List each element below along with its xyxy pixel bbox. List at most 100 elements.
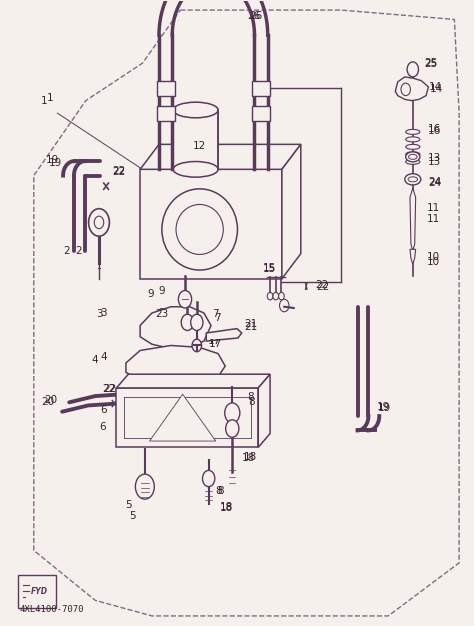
Polygon shape <box>258 374 270 448</box>
Text: 15: 15 <box>263 263 276 273</box>
Text: 24: 24 <box>428 178 441 188</box>
Text: 19: 19 <box>377 402 390 412</box>
Text: 9: 9 <box>148 289 155 299</box>
Circle shape <box>273 292 279 300</box>
Text: 22: 22 <box>103 384 116 394</box>
Text: 23: 23 <box>155 309 168 319</box>
Text: 21: 21 <box>245 319 258 329</box>
Text: 24: 24 <box>428 177 441 187</box>
Text: 25: 25 <box>424 58 438 68</box>
Text: 4XL4100-7070: 4XL4100-7070 <box>19 605 84 614</box>
Circle shape <box>136 474 155 499</box>
Text: 25: 25 <box>424 59 438 69</box>
Ellipse shape <box>162 189 237 270</box>
Circle shape <box>192 339 201 352</box>
Text: 4: 4 <box>92 355 99 365</box>
Text: 16: 16 <box>428 126 441 136</box>
Text: 17: 17 <box>209 339 222 349</box>
Text: 8: 8 <box>217 486 224 496</box>
Ellipse shape <box>406 160 420 165</box>
FancyBboxPatch shape <box>252 81 270 96</box>
Circle shape <box>407 62 419 77</box>
Text: 21: 21 <box>245 322 258 332</box>
FancyBboxPatch shape <box>173 110 218 170</box>
Text: 6: 6 <box>99 422 106 432</box>
Ellipse shape <box>406 145 420 150</box>
Text: 7: 7 <box>212 309 219 319</box>
Text: 10: 10 <box>427 252 440 262</box>
Ellipse shape <box>406 152 420 162</box>
Ellipse shape <box>173 162 218 177</box>
Circle shape <box>94 216 104 228</box>
FancyBboxPatch shape <box>156 81 174 96</box>
Polygon shape <box>282 145 301 279</box>
Text: 11: 11 <box>427 203 440 213</box>
Text: 8: 8 <box>247 393 254 403</box>
Circle shape <box>191 314 203 331</box>
Text: 17: 17 <box>208 336 221 346</box>
Text: 8: 8 <box>248 397 255 407</box>
Polygon shape <box>410 249 416 264</box>
Text: FYD: FYD <box>31 587 48 596</box>
Text: 18: 18 <box>242 453 255 463</box>
Circle shape <box>280 299 289 312</box>
Ellipse shape <box>406 152 420 157</box>
FancyBboxPatch shape <box>18 575 56 608</box>
Circle shape <box>89 208 109 236</box>
FancyBboxPatch shape <box>156 106 174 121</box>
Ellipse shape <box>405 173 421 185</box>
Circle shape <box>225 403 240 423</box>
Text: 13: 13 <box>428 153 441 163</box>
Ellipse shape <box>176 205 223 254</box>
Ellipse shape <box>406 130 420 135</box>
Text: 5: 5 <box>129 511 136 521</box>
Circle shape <box>178 290 191 308</box>
Circle shape <box>202 470 215 486</box>
Text: 22: 22 <box>316 282 329 292</box>
Text: 14: 14 <box>430 85 443 95</box>
Text: 14: 14 <box>429 82 442 92</box>
Text: 3: 3 <box>97 309 103 319</box>
Text: 3: 3 <box>100 308 107 318</box>
Polygon shape <box>410 188 416 250</box>
FancyBboxPatch shape <box>252 106 270 121</box>
Text: 12: 12 <box>192 141 206 151</box>
Polygon shape <box>140 307 211 349</box>
Text: 2: 2 <box>75 245 82 255</box>
Text: 12: 12 <box>181 136 194 146</box>
Text: 26: 26 <box>247 11 260 21</box>
Text: 22: 22 <box>112 168 126 177</box>
Polygon shape <box>117 374 270 388</box>
Ellipse shape <box>406 137 420 142</box>
Text: 20: 20 <box>41 397 55 407</box>
Polygon shape <box>206 329 242 341</box>
FancyBboxPatch shape <box>117 388 258 448</box>
Text: 8: 8 <box>216 486 222 496</box>
Text: 22: 22 <box>315 280 328 290</box>
Circle shape <box>267 292 273 300</box>
Text: 13: 13 <box>428 157 441 167</box>
Text: 7: 7 <box>214 313 220 323</box>
Text: 20: 20 <box>44 396 57 406</box>
Text: 18: 18 <box>220 503 233 513</box>
Text: 4: 4 <box>100 352 107 362</box>
Text: 19: 19 <box>48 158 62 168</box>
Text: 19: 19 <box>46 155 59 165</box>
Text: 19: 19 <box>378 403 391 413</box>
Text: 18: 18 <box>220 501 233 511</box>
Ellipse shape <box>409 155 417 160</box>
Circle shape <box>401 83 410 96</box>
Circle shape <box>279 292 284 300</box>
Text: 1: 1 <box>47 93 54 103</box>
Polygon shape <box>150 394 216 441</box>
Text: 22: 22 <box>102 384 115 394</box>
Circle shape <box>226 420 239 438</box>
Text: 2: 2 <box>64 245 70 255</box>
Text: 18: 18 <box>244 452 257 461</box>
Text: 11: 11 <box>427 214 440 224</box>
Ellipse shape <box>173 102 218 118</box>
Ellipse shape <box>408 177 418 182</box>
Text: 23: 23 <box>158 308 172 318</box>
Text: 5: 5 <box>125 500 132 510</box>
FancyBboxPatch shape <box>140 170 282 279</box>
